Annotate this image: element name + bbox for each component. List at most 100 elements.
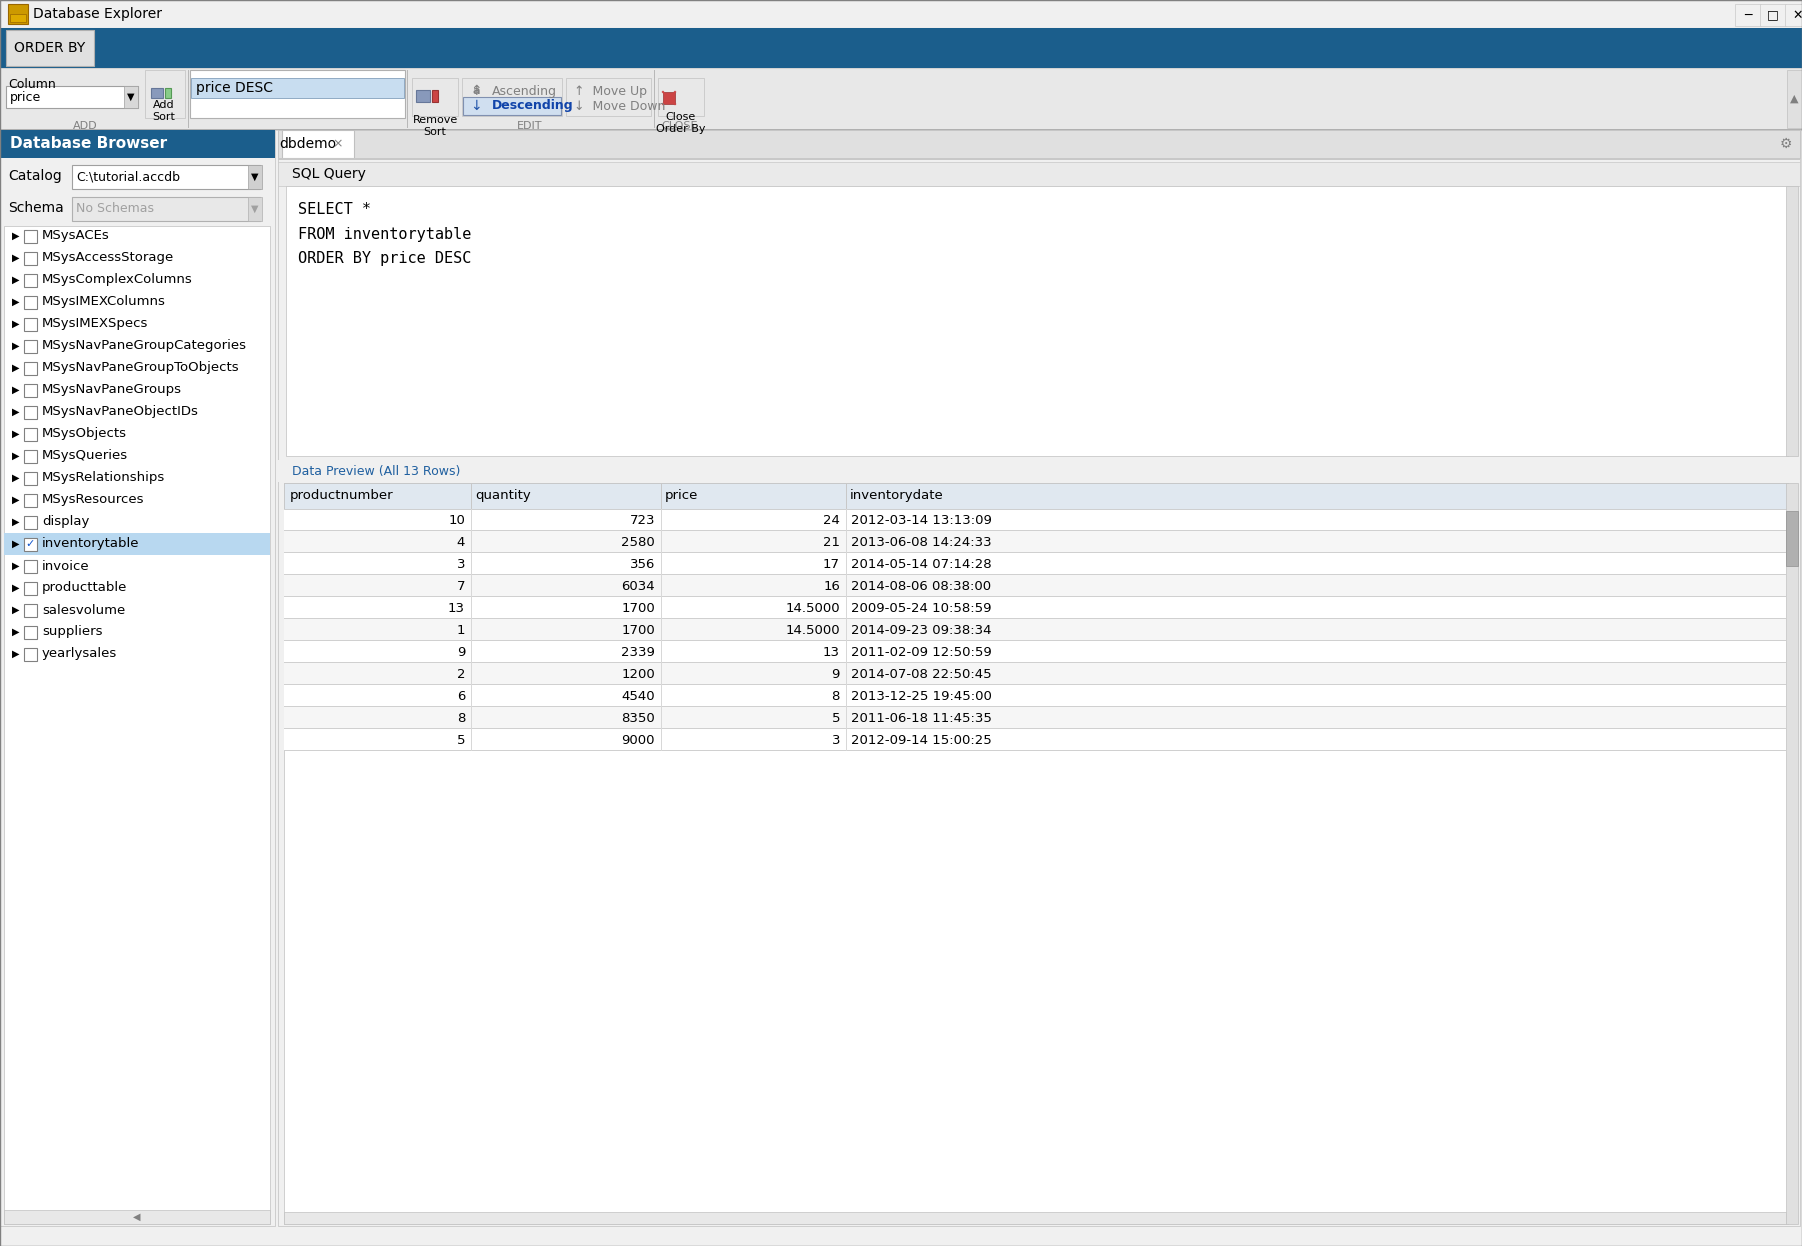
Text: ◀: ◀ — [133, 1212, 141, 1222]
Bar — [23, 297, 38, 309]
Text: 3: 3 — [831, 734, 840, 746]
Bar — [281, 130, 353, 158]
Text: 2013-12-25 19:45:00: 2013-12-25 19:45:00 — [851, 689, 991, 703]
Bar — [1786, 511, 1798, 566]
Bar — [287, 186, 1788, 456]
Text: Database Explorer: Database Explorer — [32, 7, 162, 21]
Bar — [189, 70, 405, 118]
Text: Descending: Descending — [492, 100, 573, 112]
Text: MSysNavPaneGroupToObjects: MSysNavPaneGroupToObjects — [41, 361, 240, 375]
Text: 2014-07-08 22:50:45: 2014-07-08 22:50:45 — [851, 668, 991, 680]
Text: 4540: 4540 — [622, 689, 654, 703]
Text: MSysObjects: MSysObjects — [41, 427, 126, 441]
Text: 21: 21 — [824, 536, 840, 548]
Bar — [23, 538, 38, 551]
Text: invoice: invoice — [41, 559, 90, 572]
Bar — [5, 30, 94, 66]
Text: yearlysales: yearlysales — [41, 648, 117, 660]
Bar — [566, 78, 651, 116]
Text: ▶: ▶ — [13, 583, 20, 593]
Text: 1200: 1200 — [622, 668, 654, 680]
Text: 5: 5 — [831, 711, 840, 724]
Bar — [1786, 483, 1798, 1224]
Bar — [285, 597, 1786, 619]
Text: price: price — [665, 490, 699, 502]
Text: 2012-03-14 13:13:09: 2012-03-14 13:13:09 — [851, 513, 991, 527]
Text: MSysNavPaneGroupCategories: MSysNavPaneGroupCategories — [41, 339, 247, 353]
Text: ↑  Move Up: ↑ Move Up — [575, 85, 647, 97]
Text: Ascending: Ascending — [492, 85, 557, 97]
Bar — [72, 197, 259, 221]
Text: price DESC: price DESC — [196, 81, 272, 95]
Bar — [191, 78, 404, 98]
Text: 4: 4 — [456, 536, 465, 548]
Text: 7: 7 — [456, 579, 465, 593]
Text: producttable: producttable — [41, 582, 128, 594]
Text: ADD: ADD — [72, 121, 97, 131]
Bar — [23, 559, 38, 573]
Text: MSysResources: MSysResources — [41, 493, 144, 507]
Text: a: a — [472, 86, 479, 96]
Text: 2011-06-18 11:45:35: 2011-06-18 11:45:35 — [851, 711, 991, 724]
Bar — [0, 130, 276, 1226]
Bar — [663, 92, 676, 103]
Bar — [278, 460, 1800, 482]
Text: 6: 6 — [456, 689, 465, 703]
Bar — [249, 164, 261, 189]
Text: price: price — [11, 91, 41, 103]
Bar — [285, 483, 1788, 1224]
Text: 2339: 2339 — [622, 645, 654, 658]
Bar — [23, 318, 38, 331]
Bar — [285, 574, 1786, 597]
Text: MSysNavPaneObjectIDs: MSysNavPaneObjectIDs — [41, 405, 198, 419]
Bar — [23, 406, 38, 419]
Bar — [4, 1210, 270, 1224]
Text: 2013-06-08 14:24:33: 2013-06-08 14:24:33 — [851, 536, 991, 548]
Text: 2014-05-14 07:14:28: 2014-05-14 07:14:28 — [851, 557, 991, 571]
Text: ▶: ▶ — [13, 473, 20, 483]
Text: 9000: 9000 — [622, 734, 654, 746]
Text: ▶: ▶ — [13, 495, 20, 505]
Bar — [416, 90, 431, 102]
Text: 9: 9 — [833, 668, 840, 680]
Text: Remove
Sort: Remove Sort — [413, 115, 458, 137]
Text: ▶: ▶ — [13, 231, 20, 240]
Text: □: □ — [1768, 9, 1779, 21]
Text: ▶: ▶ — [13, 517, 20, 527]
Text: 3: 3 — [456, 557, 465, 571]
Bar — [23, 582, 38, 596]
Bar — [23, 472, 38, 485]
Text: ▶: ▶ — [13, 341, 20, 351]
Text: 1: 1 — [456, 623, 465, 637]
Text: quantity: quantity — [476, 490, 532, 502]
Text: CLOSE: CLOSE — [661, 121, 697, 131]
Bar — [0, 130, 276, 158]
Text: ⚙: ⚙ — [1780, 137, 1793, 151]
Bar — [413, 78, 458, 116]
Text: No Schemas: No Schemas — [76, 203, 153, 216]
Bar — [278, 162, 1800, 186]
Text: 2: 2 — [456, 668, 465, 680]
Text: ─: ─ — [1744, 9, 1752, 21]
Bar — [5, 86, 139, 108]
Bar — [658, 78, 705, 116]
Text: ▼: ▼ — [250, 172, 259, 182]
Bar — [23, 625, 38, 639]
Bar — [249, 197, 261, 221]
Bar — [23, 648, 38, 660]
Bar — [166, 88, 171, 98]
Text: ×: × — [333, 137, 342, 151]
Text: 2012-09-14 15:00:25: 2012-09-14 15:00:25 — [851, 734, 991, 746]
Bar — [1786, 186, 1798, 456]
Bar — [278, 158, 1800, 159]
Text: ▶: ▶ — [13, 627, 20, 637]
Text: ▶: ▶ — [13, 363, 20, 373]
Bar — [285, 729, 1786, 751]
Text: MSysIMEXColumns: MSysIMEXColumns — [41, 295, 166, 309]
Bar — [4, 533, 270, 554]
Bar — [285, 531, 1786, 553]
Text: 9: 9 — [456, 645, 465, 658]
Text: ▼: ▼ — [128, 92, 135, 102]
Text: C:\tutorial.accdb: C:\tutorial.accdb — [76, 171, 180, 183]
Text: ▶: ▶ — [13, 253, 20, 263]
